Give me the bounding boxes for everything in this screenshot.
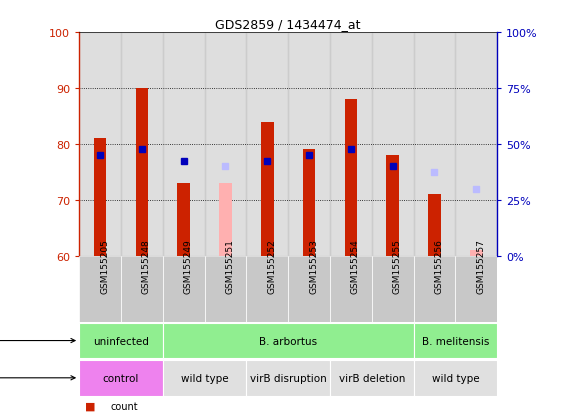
Text: B. melitensis: B. melitensis	[421, 336, 489, 346]
Bar	[246, 256, 288, 322]
Bar	[163, 256, 205, 322]
Text: control: control	[103, 373, 139, 383]
Bar	[205, 256, 246, 322]
Bar	[136, 89, 148, 256]
Text: B. arbortus: B. arbortus	[259, 336, 317, 346]
Text: GSM155248: GSM155248	[142, 239, 151, 293]
Bar	[163, 33, 205, 256]
Bar	[177, 183, 190, 256]
Text: wild type: wild type	[432, 373, 479, 383]
Text: virB deletion: virB deletion	[338, 373, 405, 383]
Text: GSM155252: GSM155252	[267, 239, 276, 293]
Bar	[288, 33, 330, 256]
Bar	[205, 33, 246, 256]
Text: GSM155205: GSM155205	[100, 239, 109, 293]
Bar	[414, 33, 455, 256]
Bar	[414, 256, 455, 322]
Text: infection: infection	[0, 336, 75, 346]
Bar	[330, 256, 372, 322]
Bar	[330, 360, 414, 396]
Bar	[330, 33, 372, 256]
Text: wild type: wild type	[181, 373, 228, 383]
Bar	[121, 33, 163, 256]
Bar	[386, 156, 399, 256]
Bar	[345, 100, 357, 256]
Text: GSM155255: GSM155255	[393, 239, 402, 293]
Bar	[79, 323, 163, 358]
Bar	[455, 256, 497, 322]
Bar	[261, 122, 273, 256]
Bar	[414, 360, 497, 396]
Bar	[121, 256, 163, 322]
Bar	[414, 323, 497, 358]
Bar	[163, 323, 414, 358]
Bar	[428, 195, 441, 256]
Bar	[163, 360, 246, 396]
Bar	[470, 250, 483, 256]
Text: virB disruption: virB disruption	[250, 373, 327, 383]
Bar	[303, 150, 315, 256]
Bar	[246, 33, 288, 256]
Bar	[79, 256, 121, 322]
Text: uninfected: uninfected	[93, 336, 149, 346]
Text: GSM155249: GSM155249	[184, 239, 193, 293]
Text: GSM155253: GSM155253	[309, 239, 318, 293]
Text: ■: ■	[85, 401, 95, 411]
Text: genotype/variation: genotype/variation	[0, 373, 75, 383]
Title: GDS2859 / 1434474_at: GDS2859 / 1434474_at	[215, 17, 361, 31]
Text: GSM155256: GSM155256	[434, 239, 444, 293]
Text: GSM155257: GSM155257	[476, 239, 485, 293]
Bar	[79, 33, 121, 256]
Bar	[372, 33, 414, 256]
Bar	[372, 256, 414, 322]
Bar	[94, 139, 106, 256]
Text: count: count	[110, 401, 138, 411]
Text: GSM155254: GSM155254	[351, 239, 360, 293]
Text: GSM155251: GSM155251	[225, 239, 234, 293]
Bar	[288, 256, 330, 322]
Bar	[455, 33, 497, 256]
Bar	[219, 183, 232, 256]
Bar	[246, 360, 330, 396]
Bar	[79, 360, 163, 396]
